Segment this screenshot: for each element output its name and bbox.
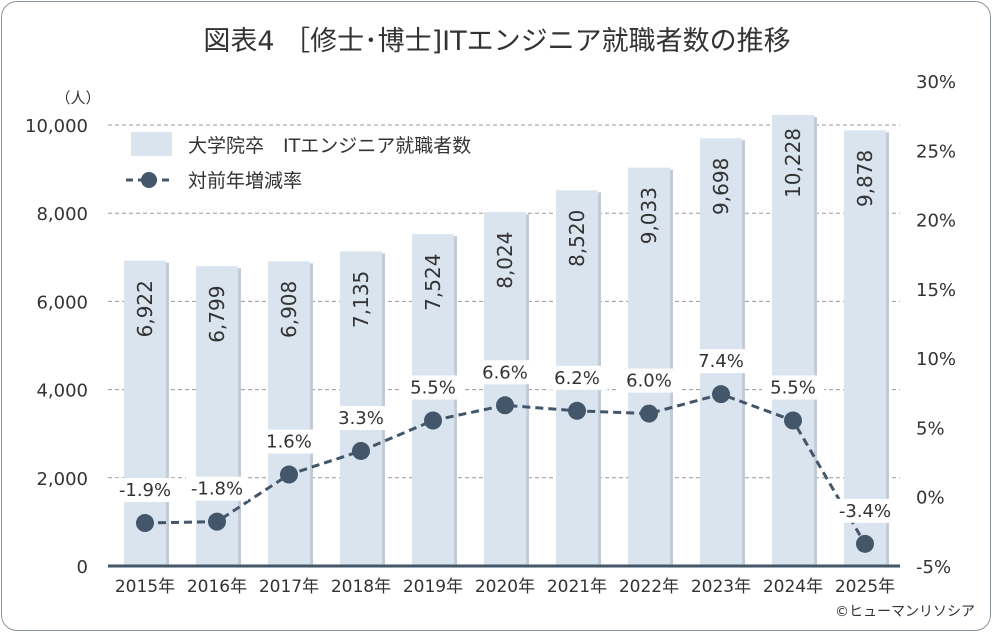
rate-value-label: -1.9% (119, 480, 171, 501)
x-tick-label: 2018年 (331, 577, 391, 597)
x-tick-label: 2017年 (259, 577, 319, 597)
legend-line-marker (141, 172, 157, 188)
rate-marker (352, 441, 370, 460)
rate-label-bg (114, 478, 176, 503)
rate-label-bg (402, 375, 464, 400)
right-tick-label: 20% (916, 211, 956, 232)
left-tick-label: 10,000 (25, 116, 88, 137)
bar-value-label: 7,524 (421, 254, 445, 311)
bar-value-label: 6,922 (133, 280, 157, 337)
rate-label-bg (186, 476, 248, 501)
bar-value-label: 9,878 (853, 150, 877, 207)
x-tick-label: 2019年 (403, 577, 463, 597)
rate-marker (208, 512, 226, 531)
rate-marker (784, 411, 802, 430)
left-tick-label: 8,000 (36, 204, 88, 225)
bar (268, 261, 310, 566)
left-tick-label: 2,000 (36, 469, 88, 490)
rate-label-bg (258, 429, 320, 454)
right-tick-label: 25% (916, 141, 956, 162)
right-tick-label: 0% (916, 488, 945, 509)
x-tick-label: 2024年 (763, 577, 823, 597)
rate-marker (136, 514, 154, 533)
left-tick-label: 6,000 (36, 292, 88, 313)
rate-marker (640, 404, 658, 423)
rate-value-label: 5.5% (410, 378, 456, 399)
right-tick-label: 15% (916, 280, 956, 301)
rate-marker (280, 465, 298, 484)
x-tick-label: 2023年 (691, 577, 751, 597)
right-tick-label: 5% (916, 418, 945, 439)
legend-bar-label: 大学院卒 ITエンジニア就職者数 (188, 135, 471, 157)
rate-label-bg (546, 365, 608, 390)
bar-value-label: 7,135 (349, 271, 373, 328)
left-tick-label: 4,000 (36, 381, 88, 402)
bar (484, 212, 526, 566)
rate-value-label: 7.4% (698, 351, 744, 372)
rate-label-bg (834, 498, 896, 523)
legend-line-label: 対前年増減率 (188, 170, 302, 192)
x-tick-label: 2022年 (619, 577, 679, 597)
rate-label-bg (330, 405, 392, 430)
rate-value-label: 1.6% (266, 432, 312, 453)
x-tick-label: 2025年 (835, 577, 895, 597)
rate-value-label: 6.0% (626, 371, 672, 392)
rate-value-label: -1.8% (191, 479, 243, 500)
rate-value-label: -3.4% (839, 501, 891, 522)
rate-value-label: 3.3% (338, 408, 384, 429)
x-tick-label: 2016年 (187, 577, 247, 597)
rate-value-label: 6.6% (482, 362, 528, 383)
x-tick-label: 2020年 (475, 577, 535, 597)
rate-label-bg (474, 360, 536, 385)
bar-value-label: 8,024 (493, 232, 517, 289)
rate-line (144, 392, 867, 545)
bar-value-label: 6,799 (205, 286, 229, 343)
legend: 大学院卒 ITエンジニア就職者数 対前年増減率 (126, 132, 471, 192)
rate-marker (496, 396, 514, 415)
rate-value-label: 6.2% (554, 368, 600, 389)
bar-value-label: 9,033 (637, 187, 661, 244)
right-tick-label: -5% (916, 557, 951, 578)
credit: ©ヒューマンリソシア (835, 604, 975, 620)
chart-title: 図表4 ［修士･博士]ITエンジニア就職者数の推移 (203, 26, 790, 57)
left-axis-unit: （人） (55, 89, 100, 107)
bar-value-label: 10,228 (781, 128, 805, 198)
right-tick-label: 30% (916, 72, 956, 93)
rate-label-bg (762, 375, 824, 400)
rate-label-bg (618, 368, 680, 393)
bar (772, 114, 814, 567)
rate-value-label: 5.5% (770, 378, 816, 399)
bar (412, 234, 454, 567)
left-tick-label: 0 (77, 557, 88, 578)
rate-marker (424, 411, 442, 430)
x-tick-label: 2015年 (115, 577, 175, 597)
bar-value-label: 8,520 (565, 210, 589, 267)
legend-bar-swatch (131, 132, 172, 156)
bar-value-label: 6,908 (277, 281, 301, 338)
rate-label-bg (690, 349, 752, 374)
rate-marker (568, 401, 586, 420)
bar (628, 167, 670, 566)
bar-value-label: 9,698 (709, 158, 733, 215)
rate-marker (856, 534, 874, 553)
x-tick-label: 2021年 (547, 577, 607, 597)
right-tick-label: 10% (916, 349, 956, 370)
rate-marker (712, 385, 730, 404)
bar (844, 130, 886, 567)
